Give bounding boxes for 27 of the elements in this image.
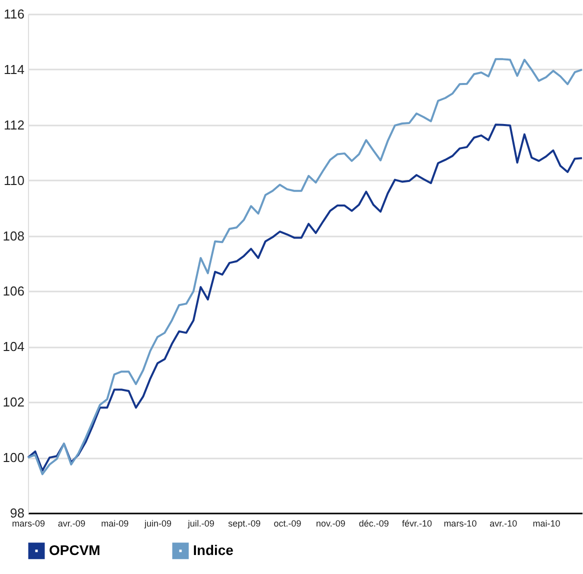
x-tick-label: sept.-09 xyxy=(228,518,261,528)
x-tick-label: juin-09 xyxy=(143,518,172,528)
x-tick-label: mars-10 xyxy=(444,518,477,528)
line-series xyxy=(27,58,583,476)
x-tick-label: mars-09 xyxy=(12,518,46,528)
x-tick-label: nov.-09 xyxy=(316,518,346,528)
y-tick-label: 104 xyxy=(2,339,24,354)
y-tick-label: 108 xyxy=(2,228,24,244)
x-tick-label: juil.-09 xyxy=(186,518,214,528)
y-tick-label: 98 xyxy=(10,506,24,520)
y-tick-label: 114 xyxy=(4,62,24,77)
x-tick-label: mai-09 xyxy=(101,518,129,528)
y-tick-label: 102 xyxy=(2,394,24,410)
x-tick-label: oct.-09 xyxy=(274,518,302,528)
x-tick-label: avr.-09 xyxy=(58,518,86,528)
x-tick-label: déc.-09 xyxy=(358,518,389,528)
legend-label: Indice xyxy=(193,542,234,558)
legend-label: OPCVM xyxy=(49,542,100,558)
y-tick-label: 112 xyxy=(4,117,24,132)
x-tick-label: févr.-10 xyxy=(402,518,432,528)
x-tick-label: mai-10 xyxy=(532,518,560,528)
y-tick-label: 100 xyxy=(2,450,24,466)
y-tick-label: 116 xyxy=(4,6,24,22)
y-tick-label: 106 xyxy=(2,284,24,299)
y-tick-label: 110 xyxy=(4,172,24,188)
line-series xyxy=(27,124,583,472)
x-tick-label: avr.-10 xyxy=(490,518,518,528)
